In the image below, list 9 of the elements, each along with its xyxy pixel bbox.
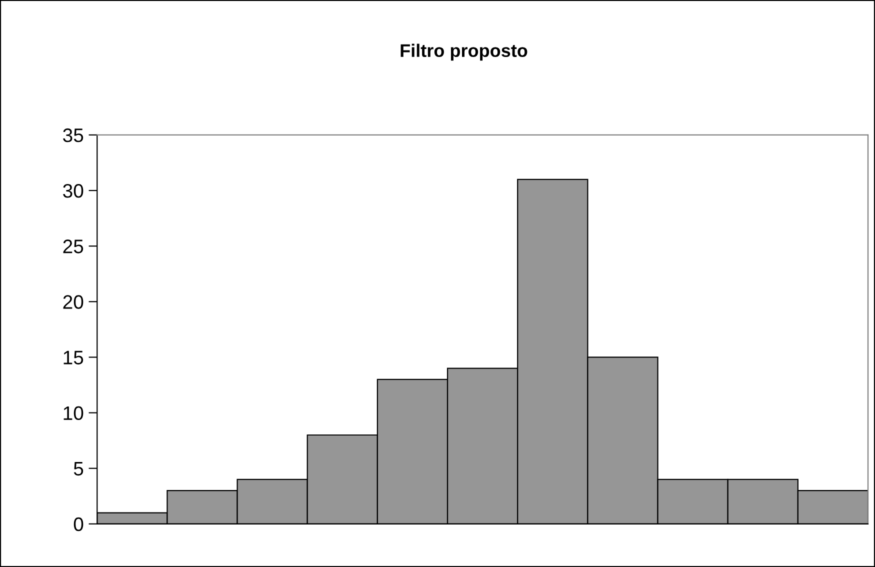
y-tick-label: 10 [64,406,84,420]
y-tick-label: 20 [63,295,84,309]
y-tick-label: 15 [64,350,84,364]
y-tick-label: 5 [74,462,84,476]
y-tick-label: 0 [74,517,84,532]
chart-title: Filtro proposto [400,44,528,61]
y-tick-label: 25 [63,240,84,254]
y-tick-label: 30 [63,184,84,198]
y-tick-label: 35 [63,128,84,142]
